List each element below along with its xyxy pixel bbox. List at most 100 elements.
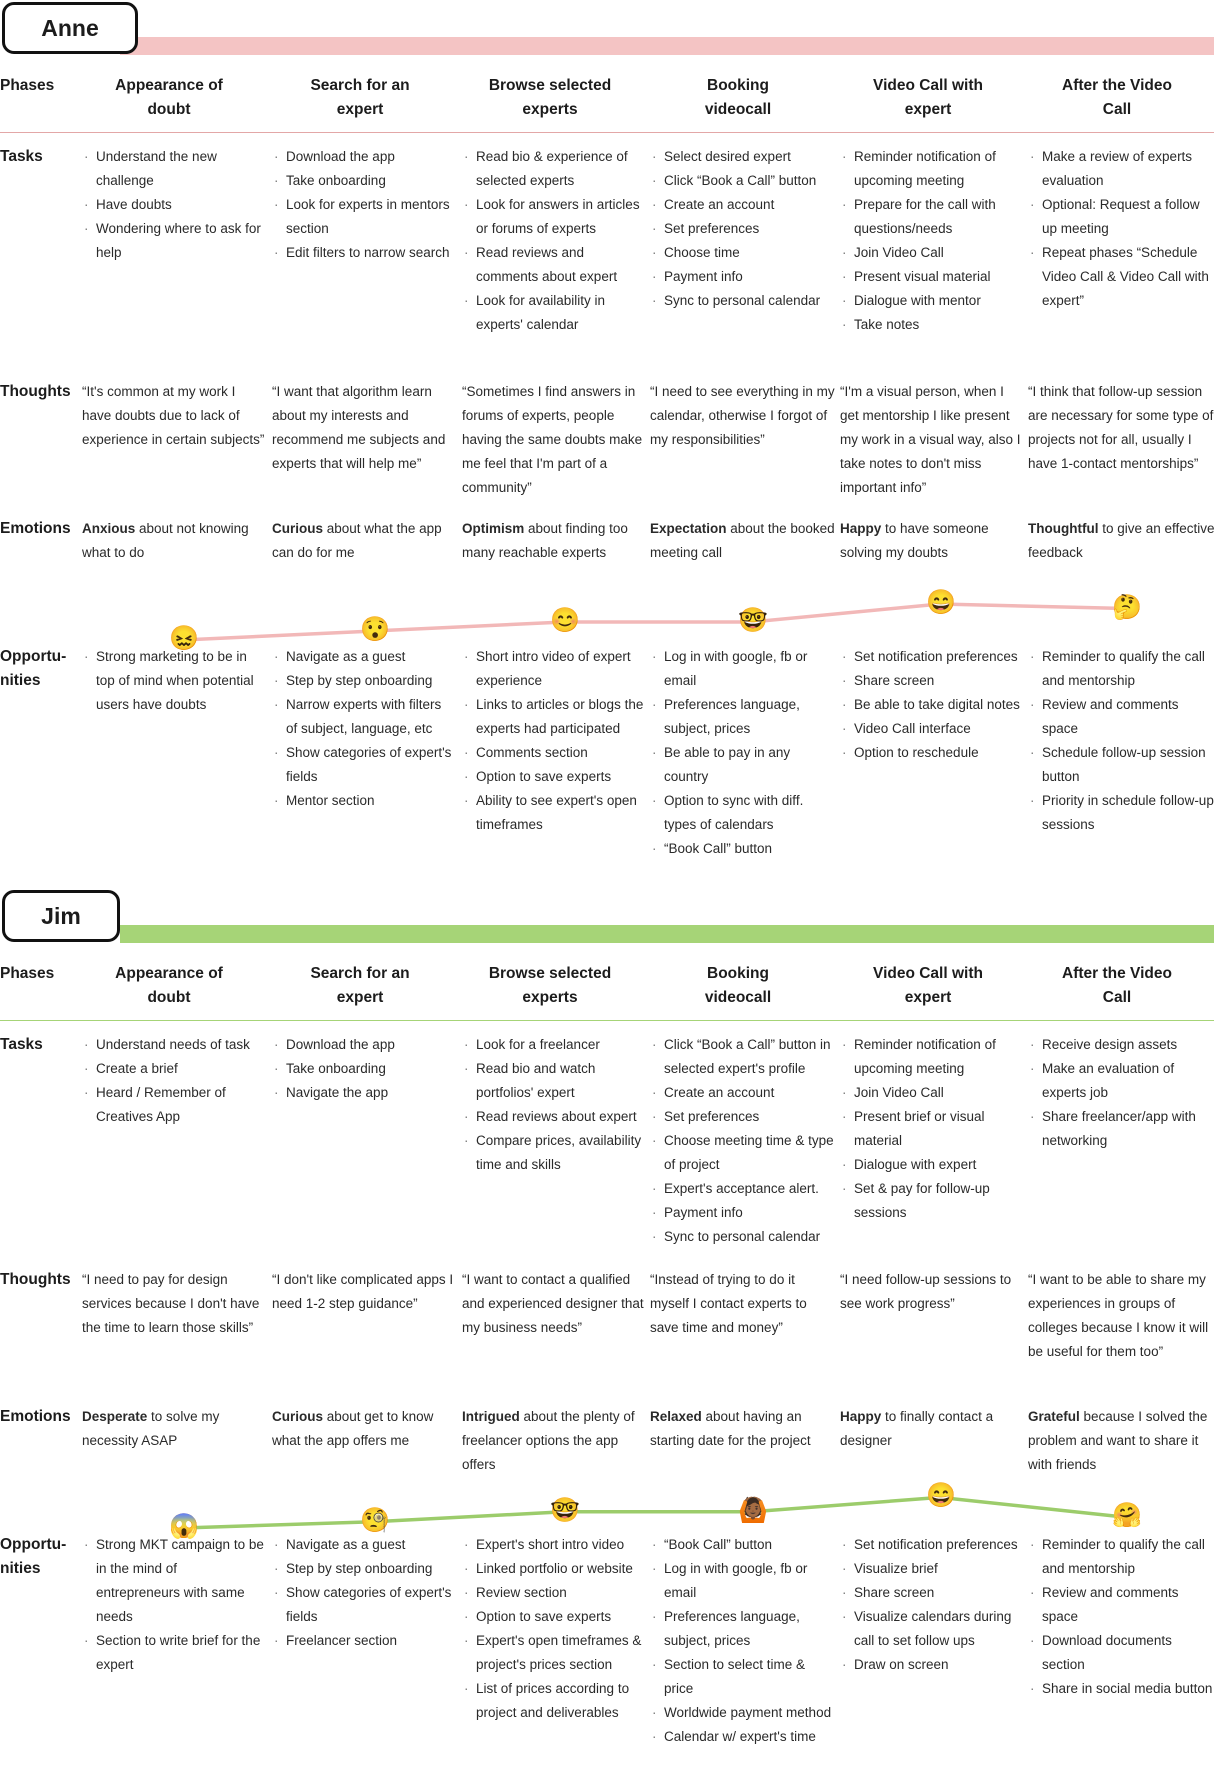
thought-quote: “I think that follow-up session are nece… bbox=[1028, 384, 1214, 471]
task-column: Receive design assetsMake an evaluation … bbox=[1030, 1033, 1214, 1153]
task-item: Payment info bbox=[652, 265, 834, 289]
opportunity-column: “Book Call” buttonLog in with google, fb… bbox=[652, 1533, 834, 1749]
task-item: Share freelancer/app with networking bbox=[1030, 1105, 1214, 1153]
task-item: Present brief or visual material bbox=[842, 1105, 1024, 1153]
opportunity-item: Be able to take digital notes bbox=[842, 693, 1024, 717]
task-item: Create an account bbox=[652, 1081, 834, 1105]
task-item: Expert's acceptance alert. bbox=[652, 1177, 834, 1201]
opportunity-item: Preferences language, subject, prices bbox=[652, 1605, 834, 1653]
emotion-keyword: Desperate bbox=[82, 1409, 148, 1424]
task-item: Edit filters to narrow search bbox=[274, 241, 456, 265]
task-item: Download the app bbox=[274, 145, 456, 169]
opportunity-column: Set notification preferencesShare screen… bbox=[842, 645, 1024, 765]
emotion-keyword: Intrigued bbox=[462, 1409, 520, 1424]
opportunity-item: List of prices according to project and … bbox=[464, 1677, 646, 1725]
task-item: Look for experts in mentors section bbox=[274, 193, 456, 241]
task-item: Set & pay for follow-up sessions bbox=[842, 1177, 1024, 1225]
task-item: Take onboarding bbox=[274, 1057, 456, 1081]
thought-quote: “It's common at my work I have doubts du… bbox=[82, 384, 265, 447]
opportunity-item: Strong MKT campaign to be in the mind of… bbox=[84, 1533, 264, 1629]
task-item: Set preferences bbox=[652, 1105, 834, 1129]
task-item: Have doubts bbox=[84, 193, 264, 217]
opportunity-column: Expert's short intro videoLinked portfol… bbox=[464, 1533, 646, 1725]
task-list: Reminder notification of upcoming meetin… bbox=[842, 145, 1024, 337]
persona-jim: Jim Phases Appearance of doubt Search for… bbox=[0, 888, 1214, 1766]
task-column: Click “Book a Call” button in selected e… bbox=[652, 1033, 834, 1249]
opportunities-label: Opportu- nities bbox=[0, 648, 67, 689]
task-item: Dialogue with mentor bbox=[842, 289, 1024, 313]
emotion-description: to solve my necessity ASAP bbox=[82, 1409, 220, 1448]
opportunity-item: Comments section bbox=[464, 741, 646, 765]
tasks-label: Tasks bbox=[0, 1036, 43, 1053]
thought-quote: “I need to pay for design services becau… bbox=[82, 1272, 260, 1335]
emotion-emoji-icon: 🧐 bbox=[360, 1506, 390, 1534]
emotion-keyword: Curious bbox=[272, 521, 324, 536]
opportunity-item: Share in social media button bbox=[1030, 1677, 1214, 1701]
emotion-emoji-icon: 🤗 bbox=[1112, 1502, 1142, 1530]
emotion-line bbox=[182, 1495, 1127, 1530]
task-item: Choose meeting time & type of project bbox=[652, 1129, 834, 1177]
emotion-emoji-icon: 😯 bbox=[360, 616, 390, 643]
opportunity-item: Expert's open timeframes & project's pri… bbox=[464, 1629, 646, 1677]
emotion-keyword: Grateful bbox=[1028, 1409, 1080, 1424]
task-list: Click “Book a Call” button in selected e… bbox=[652, 1033, 834, 1249]
task-column: Download the appTake onboardingNavigate … bbox=[274, 1033, 456, 1105]
emotion-description: to give an effective feedback bbox=[1028, 521, 1214, 560]
phase-header: After the Video Call bbox=[1062, 77, 1172, 118]
opportunity-item: Visualize calendars during call to set f… bbox=[842, 1605, 1024, 1653]
emotion-keyword: Anxious bbox=[82, 521, 136, 536]
opportunity-item: Reminder to qualify the call and mentors… bbox=[1030, 1533, 1214, 1581]
opportunity-item: Option to reschedule bbox=[842, 741, 1024, 765]
thought-quote: “I'm a visual person, when I get mentors… bbox=[840, 384, 1021, 495]
opportunity-item: Priority in schedule follow-up sessions bbox=[1030, 789, 1214, 837]
opportunity-item: Navigate as a guest bbox=[274, 645, 456, 669]
task-item: Navigate the app bbox=[274, 1081, 456, 1105]
opportunity-column: Set notification preferencesVisualize br… bbox=[842, 1533, 1024, 1677]
task-item: Select desired expert bbox=[652, 145, 834, 169]
task-item: Download the app bbox=[274, 1033, 456, 1057]
emotion-description: to finally contact a designer bbox=[840, 1409, 994, 1448]
phase-row: Phases Appearance of doubt Search for an … bbox=[0, 74, 1214, 133]
emotion-keyword: Optimism bbox=[462, 521, 525, 536]
task-item: Present visual material bbox=[842, 265, 1024, 289]
opportunity-column: Short intro video of expert experienceLi… bbox=[464, 645, 646, 837]
task-item: Optional: Request a follow up meeting bbox=[1030, 193, 1214, 241]
emotion-emoji-icon: 🤔 bbox=[1112, 593, 1142, 621]
opportunity-item: Reminder to qualify the call and mentors… bbox=[1030, 645, 1214, 693]
opportunity-item: Preferences language, subject, prices bbox=[652, 693, 834, 741]
opportunity-item: Calendar w/ expert's time bbox=[652, 1725, 834, 1749]
task-item: Click “Book a Call” button bbox=[652, 169, 834, 193]
task-item: Dialogue with expert bbox=[842, 1153, 1024, 1177]
phase-row: Phases Appearance of doubt Search for an … bbox=[0, 962, 1214, 1021]
emotion-emoji-icon: 😄 bbox=[926, 1482, 956, 1510]
opportunity-list: Set notification preferencesShare screen… bbox=[842, 645, 1024, 765]
persona-name: Jim bbox=[2, 890, 120, 942]
task-column: Understand needs of taskCreate a briefHe… bbox=[84, 1033, 264, 1129]
task-column: Reminder notification of upcoming meetin… bbox=[842, 1033, 1024, 1225]
thoughts-label: Thoughts bbox=[0, 1271, 71, 1288]
task-list: Download the appTake onboardingLook for … bbox=[274, 145, 456, 265]
opportunity-item: Download documents section bbox=[1030, 1629, 1214, 1677]
task-item: Sync to personal calendar bbox=[652, 289, 834, 313]
opportunity-item: Schedule follow-up session button bbox=[1030, 741, 1214, 789]
phases-label: Phases bbox=[0, 77, 55, 94]
emotion-text: Grateful because I solved the problem an… bbox=[1028, 1405, 1214, 1477]
thought-quote: “I want to contact a qualified and exper… bbox=[462, 1272, 644, 1335]
emotion-text: Desperate to solve my necessity ASAP bbox=[82, 1405, 266, 1453]
thoughts-label: Thoughts bbox=[0, 383, 71, 400]
opportunity-column: Navigate as a guestStep by step onboardi… bbox=[274, 645, 456, 813]
opportunity-item: Show categories of expert's fields bbox=[274, 1581, 456, 1629]
thought-quote: “Sometimes I find answers in forums of e… bbox=[462, 384, 643, 495]
opportunity-item: Option to sync with diff. types of calen… bbox=[652, 789, 834, 837]
emotion-keyword: Expectation bbox=[650, 521, 727, 536]
opportunity-list: Reminder to qualify the call and mentors… bbox=[1030, 645, 1214, 837]
opportunity-item: Review section bbox=[464, 1581, 646, 1605]
opportunity-item: Share screen bbox=[842, 1581, 1024, 1605]
emotion-description: about the booked meeting call bbox=[650, 521, 835, 560]
phase-header: Browse selected experts bbox=[488, 965, 612, 1006]
task-item: Look for answers in articles or forums o… bbox=[464, 193, 646, 241]
phases-label: Phases bbox=[0, 965, 55, 982]
task-list: Make a review of experts evaluationOptio… bbox=[1030, 145, 1214, 313]
emotions-label: Emotions bbox=[0, 1408, 71, 1425]
tasks-label: Tasks bbox=[0, 148, 43, 165]
